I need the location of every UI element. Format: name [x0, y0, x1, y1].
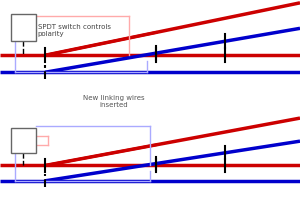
Text: SPDT switch controls
polarity: SPDT switch controls polarity — [38, 24, 110, 37]
Text: New linking wires
inserted: New linking wires inserted — [83, 95, 145, 108]
FancyBboxPatch shape — [11, 14, 36, 41]
FancyBboxPatch shape — [11, 128, 36, 153]
